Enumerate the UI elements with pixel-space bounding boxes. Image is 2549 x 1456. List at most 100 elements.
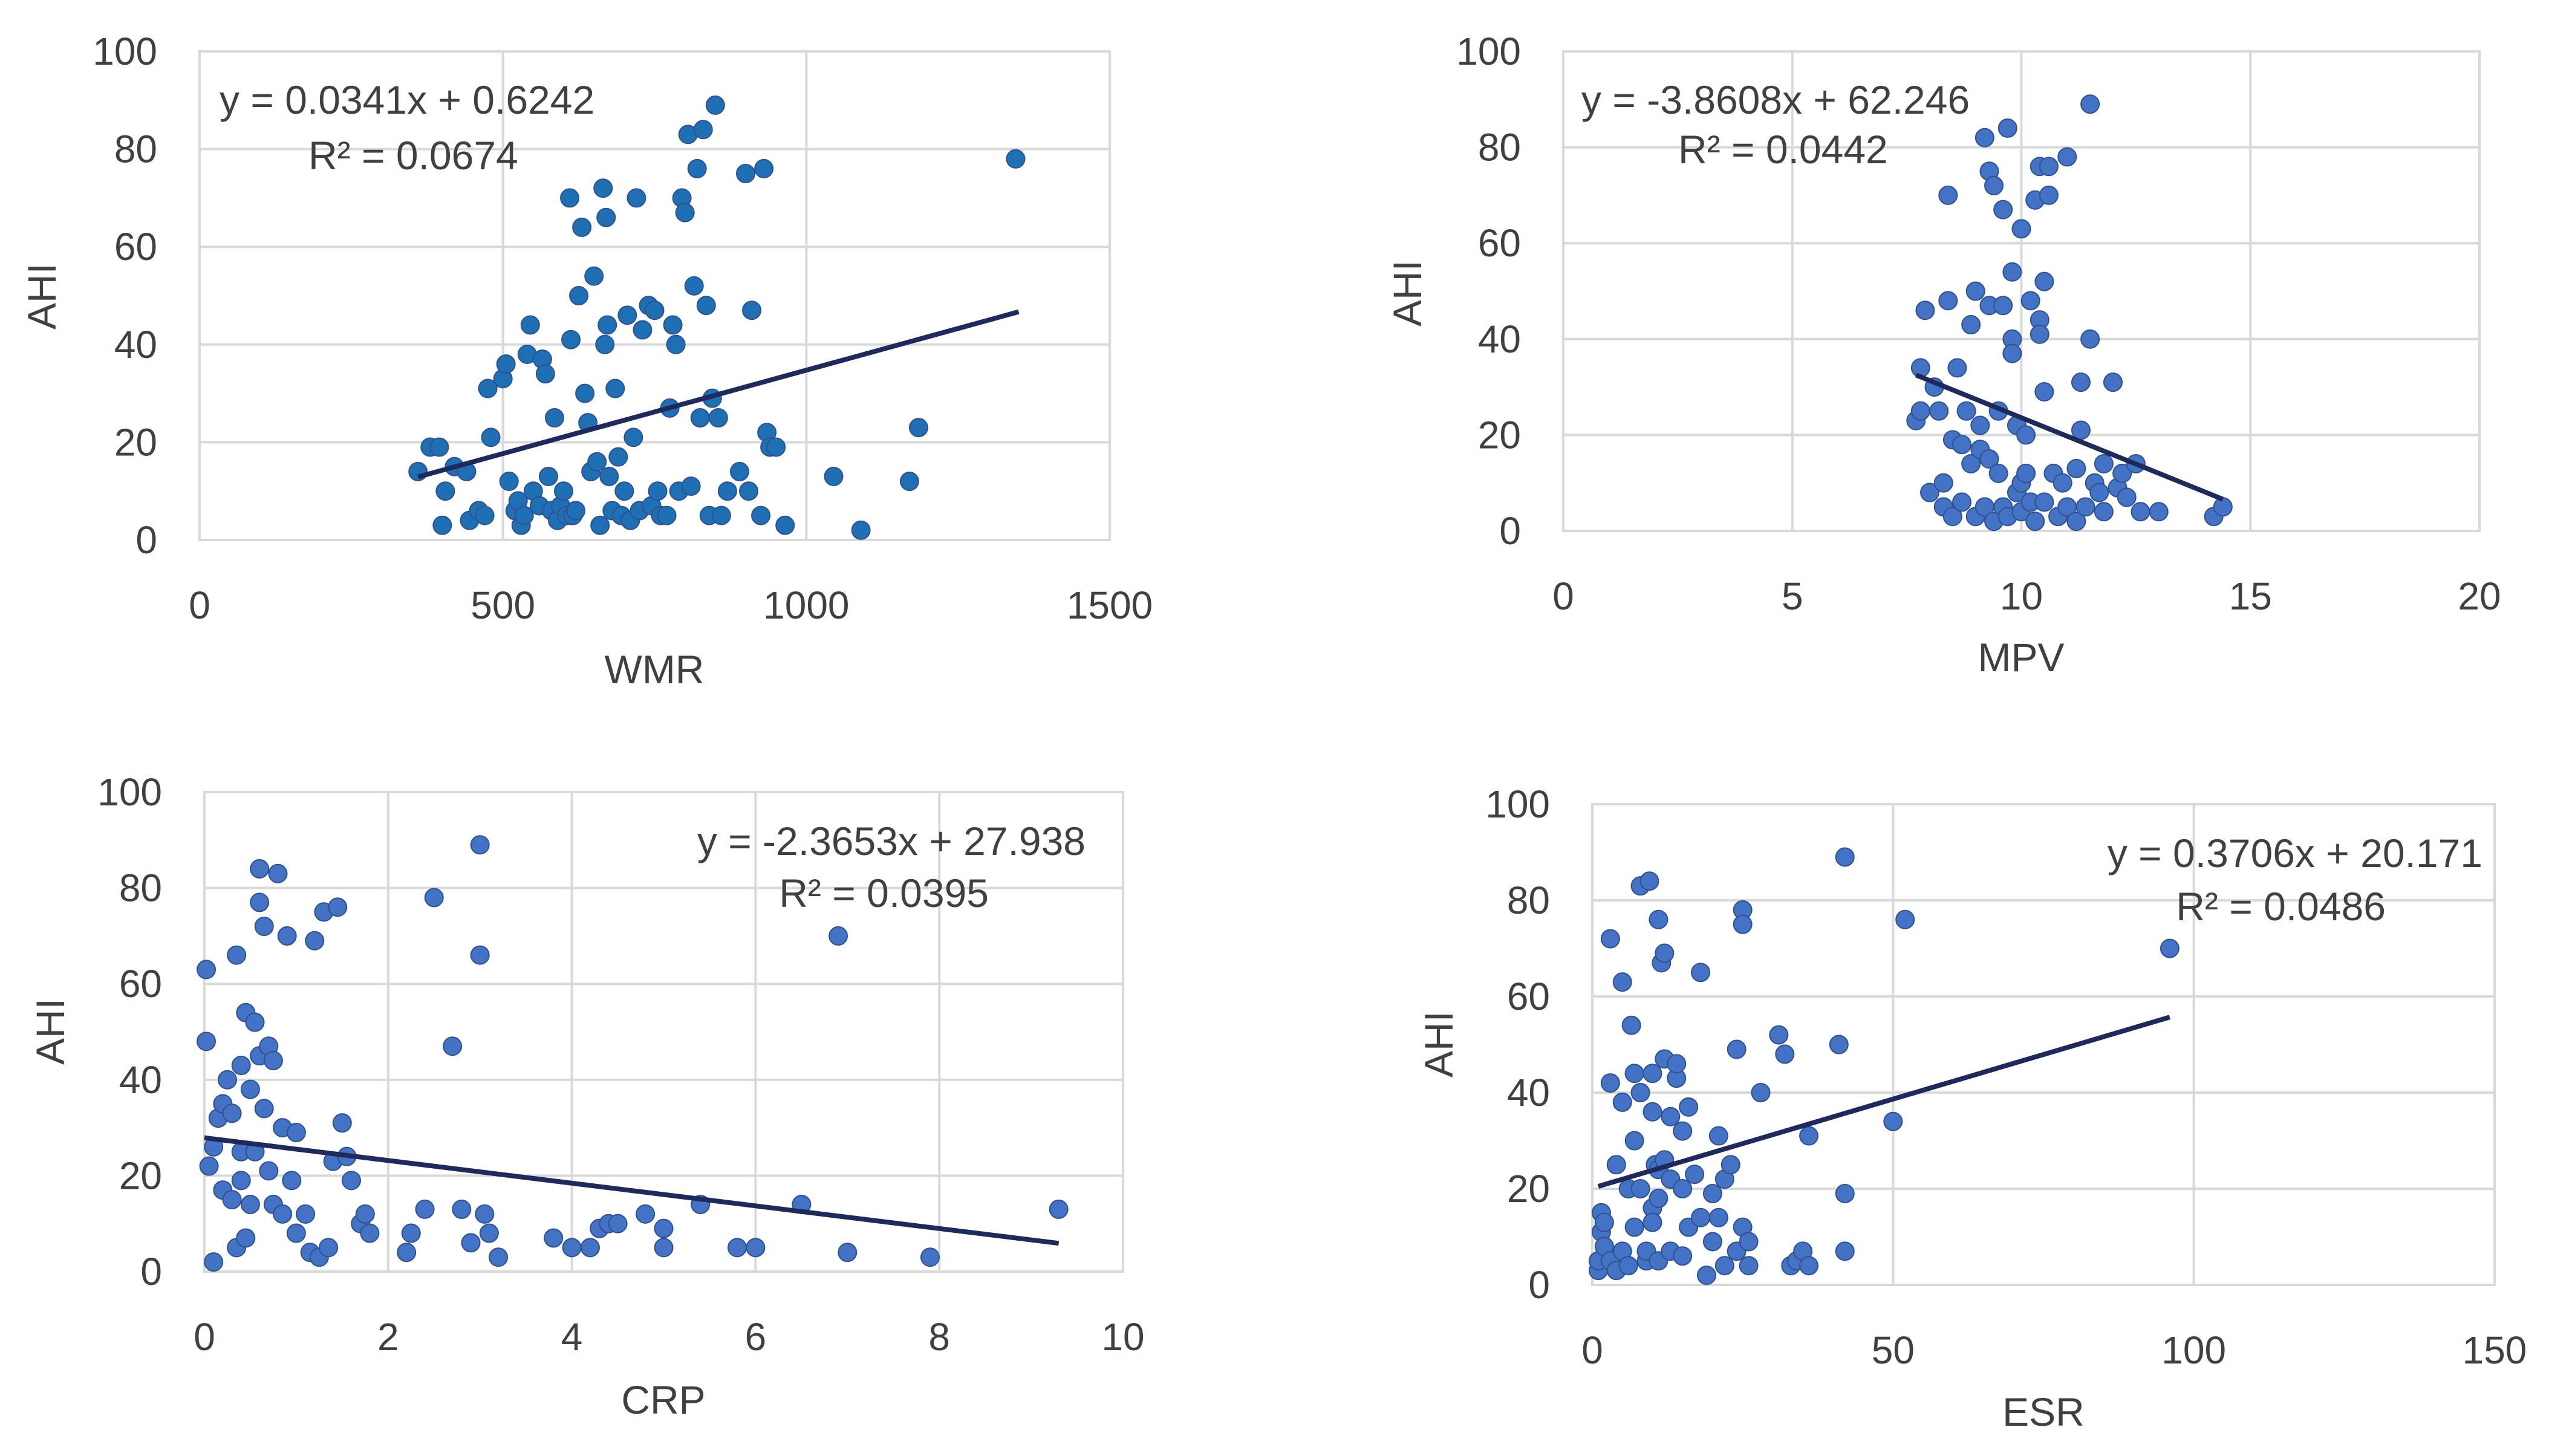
data-point [742,301,762,320]
data-point [342,1171,362,1191]
data-point [535,364,555,384]
data-point [1612,1092,1632,1112]
data-point [608,1214,628,1233]
data-point [1600,1073,1620,1093]
data-point [1895,909,1915,929]
y-tick-label: 80 [119,866,162,910]
data-point [1993,296,2013,316]
data-point [319,1238,339,1258]
data-point [1642,1212,1662,1232]
data-point [1630,1083,1650,1102]
data-point [489,1247,509,1267]
y-tick-label: 40 [119,1058,162,1102]
data-point [684,276,704,296]
data-point [575,383,595,403]
y-tick-label: 80 [114,128,157,171]
y-tick-label: 0 [1499,509,1521,553]
data-point [2071,372,2091,392]
data-point [1727,1039,1747,1059]
x-tick-label: 15 [2229,574,2272,618]
data-point [1984,176,2004,196]
x-tick-label: 0 [194,1315,215,1359]
data-point [1751,1083,1771,1102]
data-point [1714,1256,1734,1276]
data-point [687,158,707,178]
data-point [245,1012,265,1032]
data-point [1649,909,1668,929]
y-tick-label: 0 [1528,1263,1550,1307]
data-point [1883,1111,1903,1131]
data-point [1799,1126,1819,1146]
data-point [197,1032,216,1051]
data-point [282,1171,302,1191]
x-tick-label: 0 [1552,574,1574,618]
data-point [514,505,534,525]
data-point [617,305,637,325]
data-point [2112,463,2132,483]
data-point [608,447,628,467]
data-point [461,1233,481,1253]
data-point [1618,1256,1638,1276]
data-point [481,427,501,447]
data-point [851,520,871,540]
data-point [432,515,452,535]
data-point [824,466,844,486]
data-point [663,315,683,335]
data-point [2002,262,2022,282]
data-point [2011,219,2031,239]
y-tick-label: 100 [93,30,157,73]
x-tick-label: 150 [2463,1328,2527,1372]
r-squared-label: R² = 0.0442 [1678,127,1888,172]
data-point [1639,871,1659,891]
data-point [1594,1212,1614,1232]
plot-area [203,791,1124,1273]
data-point [1956,401,1976,421]
data-point [1708,1207,1728,1227]
r-squared-label: R² = 0.0395 [779,871,989,915]
data-point [636,1204,656,1224]
data-point [240,1194,260,1214]
data-point [2071,420,2091,440]
data-point [470,835,490,855]
data-point [2160,938,2180,958]
y-tick-label: 20 [114,420,157,464]
y-tick-label: 40 [1507,1071,1550,1114]
data-point [1910,401,1930,421]
y-tick-label: 60 [1478,221,1521,265]
data-point [645,301,665,320]
data-point [435,481,455,501]
data-point [597,315,617,335]
data-point [1997,118,2017,138]
data-point [222,1103,242,1123]
data-point [1835,1241,1855,1261]
data-point [584,266,604,286]
data-point [328,897,348,917]
y-tick-label: 100 [1456,30,1521,73]
data-point [605,379,625,398]
data-point [204,1252,224,1272]
data-point [227,945,247,965]
data-point [739,481,759,501]
data-point [222,1190,242,1210]
data-point [2075,497,2095,517]
data-point [2080,94,2100,114]
data-point [1006,149,1026,169]
data-point [711,505,731,525]
x-axis-title: ESR [2002,1389,2085,1434]
data-point [1624,1217,1644,1237]
x-tick-label: 4 [561,1315,583,1359]
data-point [580,1238,600,1258]
data-point [2094,453,2114,473]
data-point [1679,1097,1699,1117]
data-point [2034,271,2054,291]
data-point [259,1161,279,1181]
data-point [2131,502,2150,522]
data-point [415,1199,435,1219]
data-point [666,334,686,354]
data-point [1685,1165,1705,1185]
data-point [1915,301,1935,320]
data-point [1938,291,1958,311]
data-point [499,472,519,492]
x-axis-title: WMR [605,647,705,692]
data-point [920,1247,940,1267]
